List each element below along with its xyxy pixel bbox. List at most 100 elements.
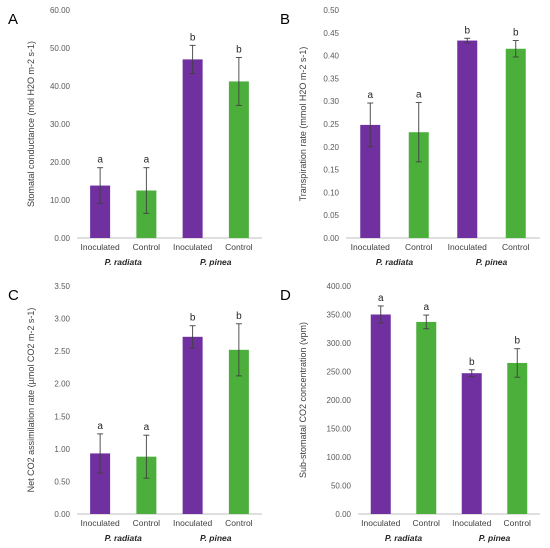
- y-tick-label: 150.00: [327, 425, 352, 434]
- y-tick-label: 0.15: [323, 166, 339, 175]
- significance-label: a: [378, 293, 384, 304]
- chart-panel-c: C Net CO2 assimilation rate (µmol CO2 m-2…: [8, 282, 262, 543]
- bar-control: [228, 81, 249, 238]
- y-tick-label: 2.00: [54, 380, 70, 389]
- significance-label: a: [416, 90, 422, 101]
- panel-label: B: [280, 11, 290, 28]
- panel-label: C: [8, 287, 19, 304]
- bar-inoculated: [360, 124, 381, 238]
- y-tick-label: 300.00: [327, 339, 352, 348]
- y-axis-title: Transpiration rate (mmol H2O m-2 s-1): [298, 47, 308, 202]
- y-tick-label: 0.50: [54, 477, 70, 486]
- x-group-label: P. radiata: [376, 257, 413, 267]
- y-tick-label: 60.00: [50, 6, 71, 15]
- x-group-label: P. pinea: [200, 257, 232, 267]
- x-group-label: P. radiata: [385, 533, 422, 543]
- significance-label: a: [97, 155, 103, 166]
- y-tick-label: 0.30: [323, 97, 339, 106]
- x-category-label: Inoculated: [452, 518, 491, 528]
- x-category-label: Inoculated: [173, 242, 212, 252]
- x-group-label: P. pinea: [479, 533, 511, 543]
- bar-control: [228, 349, 249, 514]
- x-category-label: Inoculated: [81, 242, 120, 252]
- significance-label: a: [144, 155, 150, 166]
- significance-label: b: [236, 45, 242, 56]
- x-category-label: Inoculated: [173, 518, 212, 528]
- panel-label: D: [280, 287, 291, 304]
- y-tick-label: 1.00: [54, 445, 70, 454]
- chart-panel-b: B Transpiration rate (mmol H2O m-2 s-1) 0.…: [280, 6, 540, 267]
- y-tick-label: 0.25: [323, 120, 339, 129]
- y-tick-label: 0.00: [335, 510, 351, 519]
- y-axis-title: Net CO2 assimilation rate (µmol CO2 m-2 …: [26, 308, 36, 493]
- y-tick-label: 0.40: [323, 52, 339, 61]
- y-tick-label: 3.00: [54, 315, 70, 324]
- bar-control: [505, 48, 526, 239]
- x-category-label: Control: [405, 242, 433, 252]
- x-category-label: Control: [133, 242, 161, 252]
- x-category-label: Inoculated: [351, 242, 390, 252]
- bar-inoculated: [370, 314, 391, 514]
- significance-label: b: [236, 311, 242, 322]
- y-tick-label: 0.10: [323, 188, 339, 197]
- bar-inoculated: [182, 336, 203, 514]
- x-category-label: Inoculated: [448, 242, 487, 252]
- x-category-label: Control: [504, 518, 532, 528]
- y-tick-label: 20.00: [50, 158, 71, 167]
- y-tick-label: 350.00: [327, 311, 352, 320]
- x-category-label: Control: [502, 242, 530, 252]
- y-tick-label: 200.00: [327, 396, 352, 405]
- significance-label: a: [144, 422, 150, 433]
- bar-control: [136, 190, 157, 238]
- x-group-label: P. radiata: [105, 533, 142, 543]
- y-tick-label: 50.00: [331, 482, 352, 491]
- bar-inoculated: [90, 453, 111, 514]
- x-group-label: P. pinea: [200, 533, 232, 543]
- x-group-label: P. radiata: [105, 257, 142, 267]
- y-axis-title: Sub-stomatal CO2 concentration (vpm): [298, 322, 308, 478]
- bar-inoculated: [182, 59, 203, 239]
- x-category-label: Control: [133, 518, 161, 528]
- y-tick-label: 3.50: [54, 282, 70, 291]
- bar-control: [416, 321, 437, 514]
- y-tick-label: 0.05: [323, 211, 339, 220]
- bar-control: [408, 132, 429, 238]
- y-tick-label: 400.00: [327, 282, 352, 291]
- y-tick-label: 0.35: [323, 74, 339, 83]
- y-tick-label: 0.45: [323, 29, 339, 38]
- panel-label: A: [8, 11, 18, 28]
- significance-label: b: [190, 32, 196, 43]
- x-category-label: Inoculated: [81, 518, 120, 528]
- significance-label: b: [190, 313, 196, 324]
- x-category-label: Control: [413, 518, 441, 528]
- y-tick-label: 1.50: [54, 412, 70, 421]
- y-tick-label: 10.00: [50, 196, 71, 205]
- x-group-label: P. pinea: [476, 257, 508, 267]
- y-tick-label: 2.50: [54, 347, 70, 356]
- y-tick-label: 0.00: [54, 234, 70, 243]
- significance-label: b: [513, 28, 519, 39]
- significance-label: b: [469, 357, 475, 368]
- bar-control: [136, 456, 157, 514]
- y-tick-label: 100.00: [327, 453, 352, 462]
- x-category-label: Control: [225, 242, 253, 252]
- bar-inoculated: [461, 373, 482, 514]
- significance-label: a: [97, 421, 103, 432]
- bar-control: [507, 362, 528, 514]
- x-category-label: Control: [225, 518, 253, 528]
- y-tick-label: 40.00: [50, 82, 71, 91]
- y-tick-label: 30.00: [50, 120, 71, 129]
- significance-label: b: [514, 336, 520, 347]
- y-tick-label: 250.00: [327, 368, 352, 377]
- y-tick-label: 0.00: [323, 234, 339, 243]
- y-tick-label: 0.50: [323, 6, 339, 15]
- significance-label: b: [464, 25, 470, 36]
- chart-panel-a: A Stomatal conductance (mol H2O m-2 s-1) 0…: [8, 6, 262, 267]
- y-axis-title: Stomatal conductance (mol H2O m-2 s-1): [26, 41, 36, 207]
- bar-inoculated: [457, 40, 478, 238]
- chart-panel-d: D Sub-stomatal CO2 concentration (vpm) 0.0…: [280, 282, 540, 543]
- y-tick-label: 0.20: [323, 143, 339, 152]
- significance-label: a: [423, 302, 429, 313]
- significance-label: a: [367, 90, 373, 101]
